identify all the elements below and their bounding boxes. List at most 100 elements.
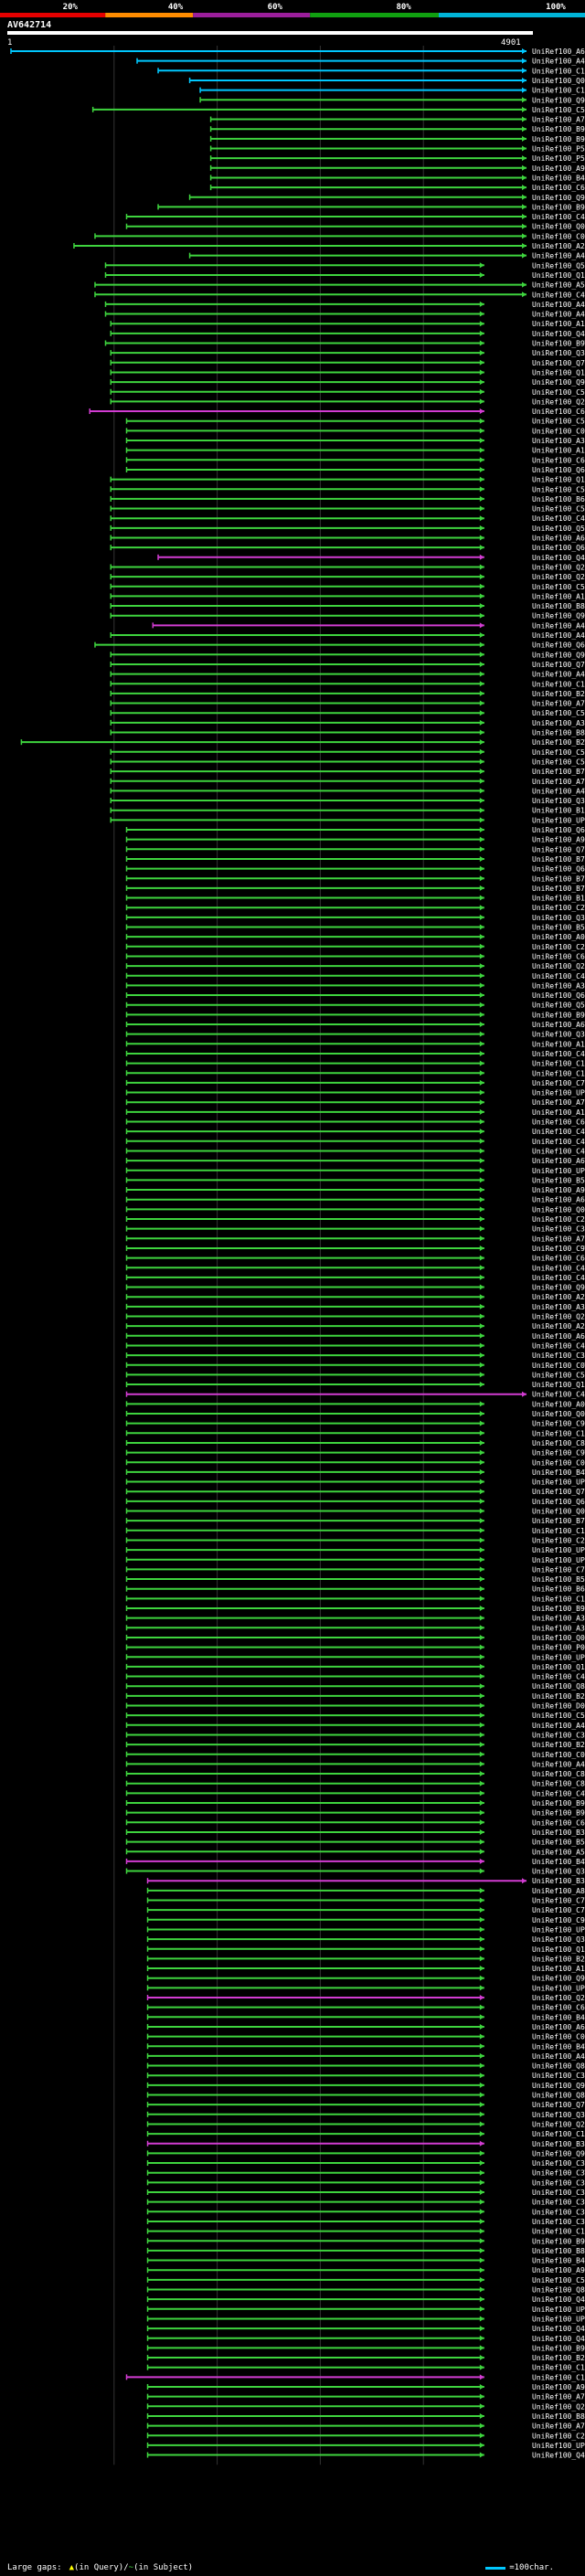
hit-label: UniRef100_P53780 (532, 154, 585, 163)
hit-label: UniRef100_C8SVE3 (532, 1770, 585, 1778)
hit-label: UniRef100_C1R8R1 (532, 2373, 585, 2381)
hit-end-arrow (479, 2257, 484, 2263)
hit-label: UniRef100_C7NUV3 (532, 1079, 585, 1087)
hit-label: UniRef100_Q2BKQ3 (532, 962, 585, 970)
hit-end-arrow (479, 953, 484, 959)
hit-label: UniRef100_C1A3K2 (532, 1429, 585, 1437)
hit-label: UniRef100_C4QH93 (532, 291, 585, 299)
hit-label: UniRef100_B7V377 (532, 1517, 585, 1525)
hit-end-arrow (479, 2374, 484, 2380)
hit-end-arrow (522, 243, 526, 249)
hit-end-arrow (479, 1634, 484, 1640)
hit-end-arrow (479, 652, 484, 658)
hit-label: UniRef100_C3DD67 (532, 2178, 585, 2187)
hit-label: UniRef100_A7QJ60 (532, 116, 585, 124)
hit-end-arrow (479, 2102, 484, 2108)
hit-end-arrow (522, 185, 526, 191)
hit-end-arrow (479, 2228, 484, 2234)
hit-end-arrow (479, 2014, 484, 2020)
hit-label: UniRef100_UP1000... (532, 2442, 585, 2450)
hit-label: UniRef100_Q6BYU9 (532, 466, 585, 474)
hit-end-arrow (522, 194, 526, 200)
hit-label: UniRef100_B5UT54 (532, 924, 585, 932)
hit-label: UniRef100_A3LTQ1 (532, 981, 585, 990)
hit-end-arrow (479, 924, 484, 930)
hit-end-arrow (479, 2442, 484, 2448)
hit-label: UniRef100_A6WHT4 (532, 1157, 585, 1165)
hit-label: UniRef100_C4TGQ1 (532, 972, 585, 981)
subject-gap-label: (in Subject) (133, 2563, 194, 2572)
hit-end-arrow (479, 1518, 484, 1524)
hit-end-arrow (479, 769, 484, 775)
hit-label: UniRef100_A2R2I2 (532, 242, 585, 250)
hit-label: UniRef100_C5Z5C5 (532, 106, 585, 114)
hit-label: UniRef100_B3E964 (532, 1877, 585, 1885)
hit-label: UniRef100_Q5L8G2 (532, 525, 585, 533)
hit-end-arrow (479, 1382, 484, 1388)
hit-end-arrow (479, 2316, 484, 2322)
hit-end-arrow (479, 1712, 484, 1719)
hit-end-arrow (479, 388, 484, 395)
hit-end-arrow (479, 943, 484, 949)
hit-end-arrow (479, 1489, 484, 1495)
hit-end-arrow (479, 2326, 484, 2332)
hit-label: UniRef100_UP1000... (532, 1479, 585, 1487)
hit-label: UniRef100_B4FUQ1 (532, 174, 585, 182)
hit-end-arrow (479, 1420, 484, 1426)
hit-end-arrow (479, 1206, 484, 1213)
hit-label: UniRef100_C2ZPP7 (532, 943, 585, 951)
hit-end-arrow (479, 1742, 484, 1748)
hit-label: UniRef100_A2TYG9 (532, 1293, 585, 1301)
hit-label: UniRef100_A4APV0 (532, 1760, 585, 1768)
hit-label: UniRef100_A1U226 (532, 1965, 585, 1973)
hit-end-arrow (479, 1108, 484, 1115)
hit-label: UniRef100_C3GS58 (532, 2199, 585, 2207)
hit-label: UniRef100_Q1ICR7 (532, 368, 585, 376)
hit-label: UniRef100_A4W9R8 (532, 787, 585, 795)
hit-label: UniRef100_A7EX64 (532, 700, 585, 708)
hit-end-arrow (479, 739, 484, 746)
hit-end-arrow (479, 1099, 484, 1106)
hit-label: UniRef100_B9SD70 (532, 1799, 585, 1807)
hit-label: UniRef100_C1MNU7 (532, 67, 585, 75)
hit-end-arrow (479, 525, 484, 531)
hit-end-arrow (479, 1907, 484, 1913)
hit-label: UniRef100_C5P3V5 (532, 485, 585, 493)
hit-end-arrow (479, 1323, 484, 1330)
hit-label: UniRef100_Q5L1M8 (532, 1002, 585, 1010)
hit-end-arrow (522, 175, 526, 181)
hit-label: UniRef100_A9NJV1 (532, 2266, 585, 2274)
hit-end-arrow (479, 2403, 484, 2410)
hit-label: UniRef100_Q1Q997 (532, 271, 585, 280)
scale-segment (439, 13, 585, 17)
hit-end-arrow (479, 1556, 484, 1563)
hit-end-arrow (479, 447, 484, 453)
hit-label: UniRef100_Q65GU1 (532, 1498, 585, 1506)
hit-label: UniRef100_C6QLH8 (532, 456, 585, 464)
hit-end-arrow (479, 262, 484, 269)
hit-end-arrow (479, 2169, 484, 2176)
hit-end-arrow (479, 2043, 484, 2050)
hit-label: UniRef100_A1JMI2 (532, 1108, 585, 1117)
hit-end-arrow (479, 1732, 484, 1738)
scale-tick-label: 60% (268, 3, 283, 12)
hit-end-arrow (479, 2452, 484, 2458)
hit-end-arrow (479, 476, 484, 482)
hit-end-arrow (479, 2082, 484, 2088)
identity-scale: 20% 40% 60% 80% 100% (0, 3, 585, 17)
hit-end-arrow (479, 1129, 484, 1135)
hit-end-arrow (522, 155, 526, 162)
hit-end-arrow (479, 1722, 484, 1728)
hit-label: UniRef100_C4L417 (532, 1673, 585, 1681)
query-gap-icon: ▲ (69, 2563, 75, 2572)
hit-label: UniRef100_A4HYY9 (532, 621, 585, 630)
hit-end-arrow (479, 1313, 484, 1320)
hit-label: UniRef100_B9GXT7 (532, 125, 585, 133)
scale-tick-label: 20% (63, 3, 79, 12)
hit-end-arrow (479, 1868, 484, 1874)
hit-end-arrow (522, 292, 526, 298)
hit-label: UniRef100_B2B313 (532, 690, 585, 698)
subject-gap-icon: ~ (128, 2563, 134, 2572)
hit-end-arrow (479, 1858, 484, 1864)
